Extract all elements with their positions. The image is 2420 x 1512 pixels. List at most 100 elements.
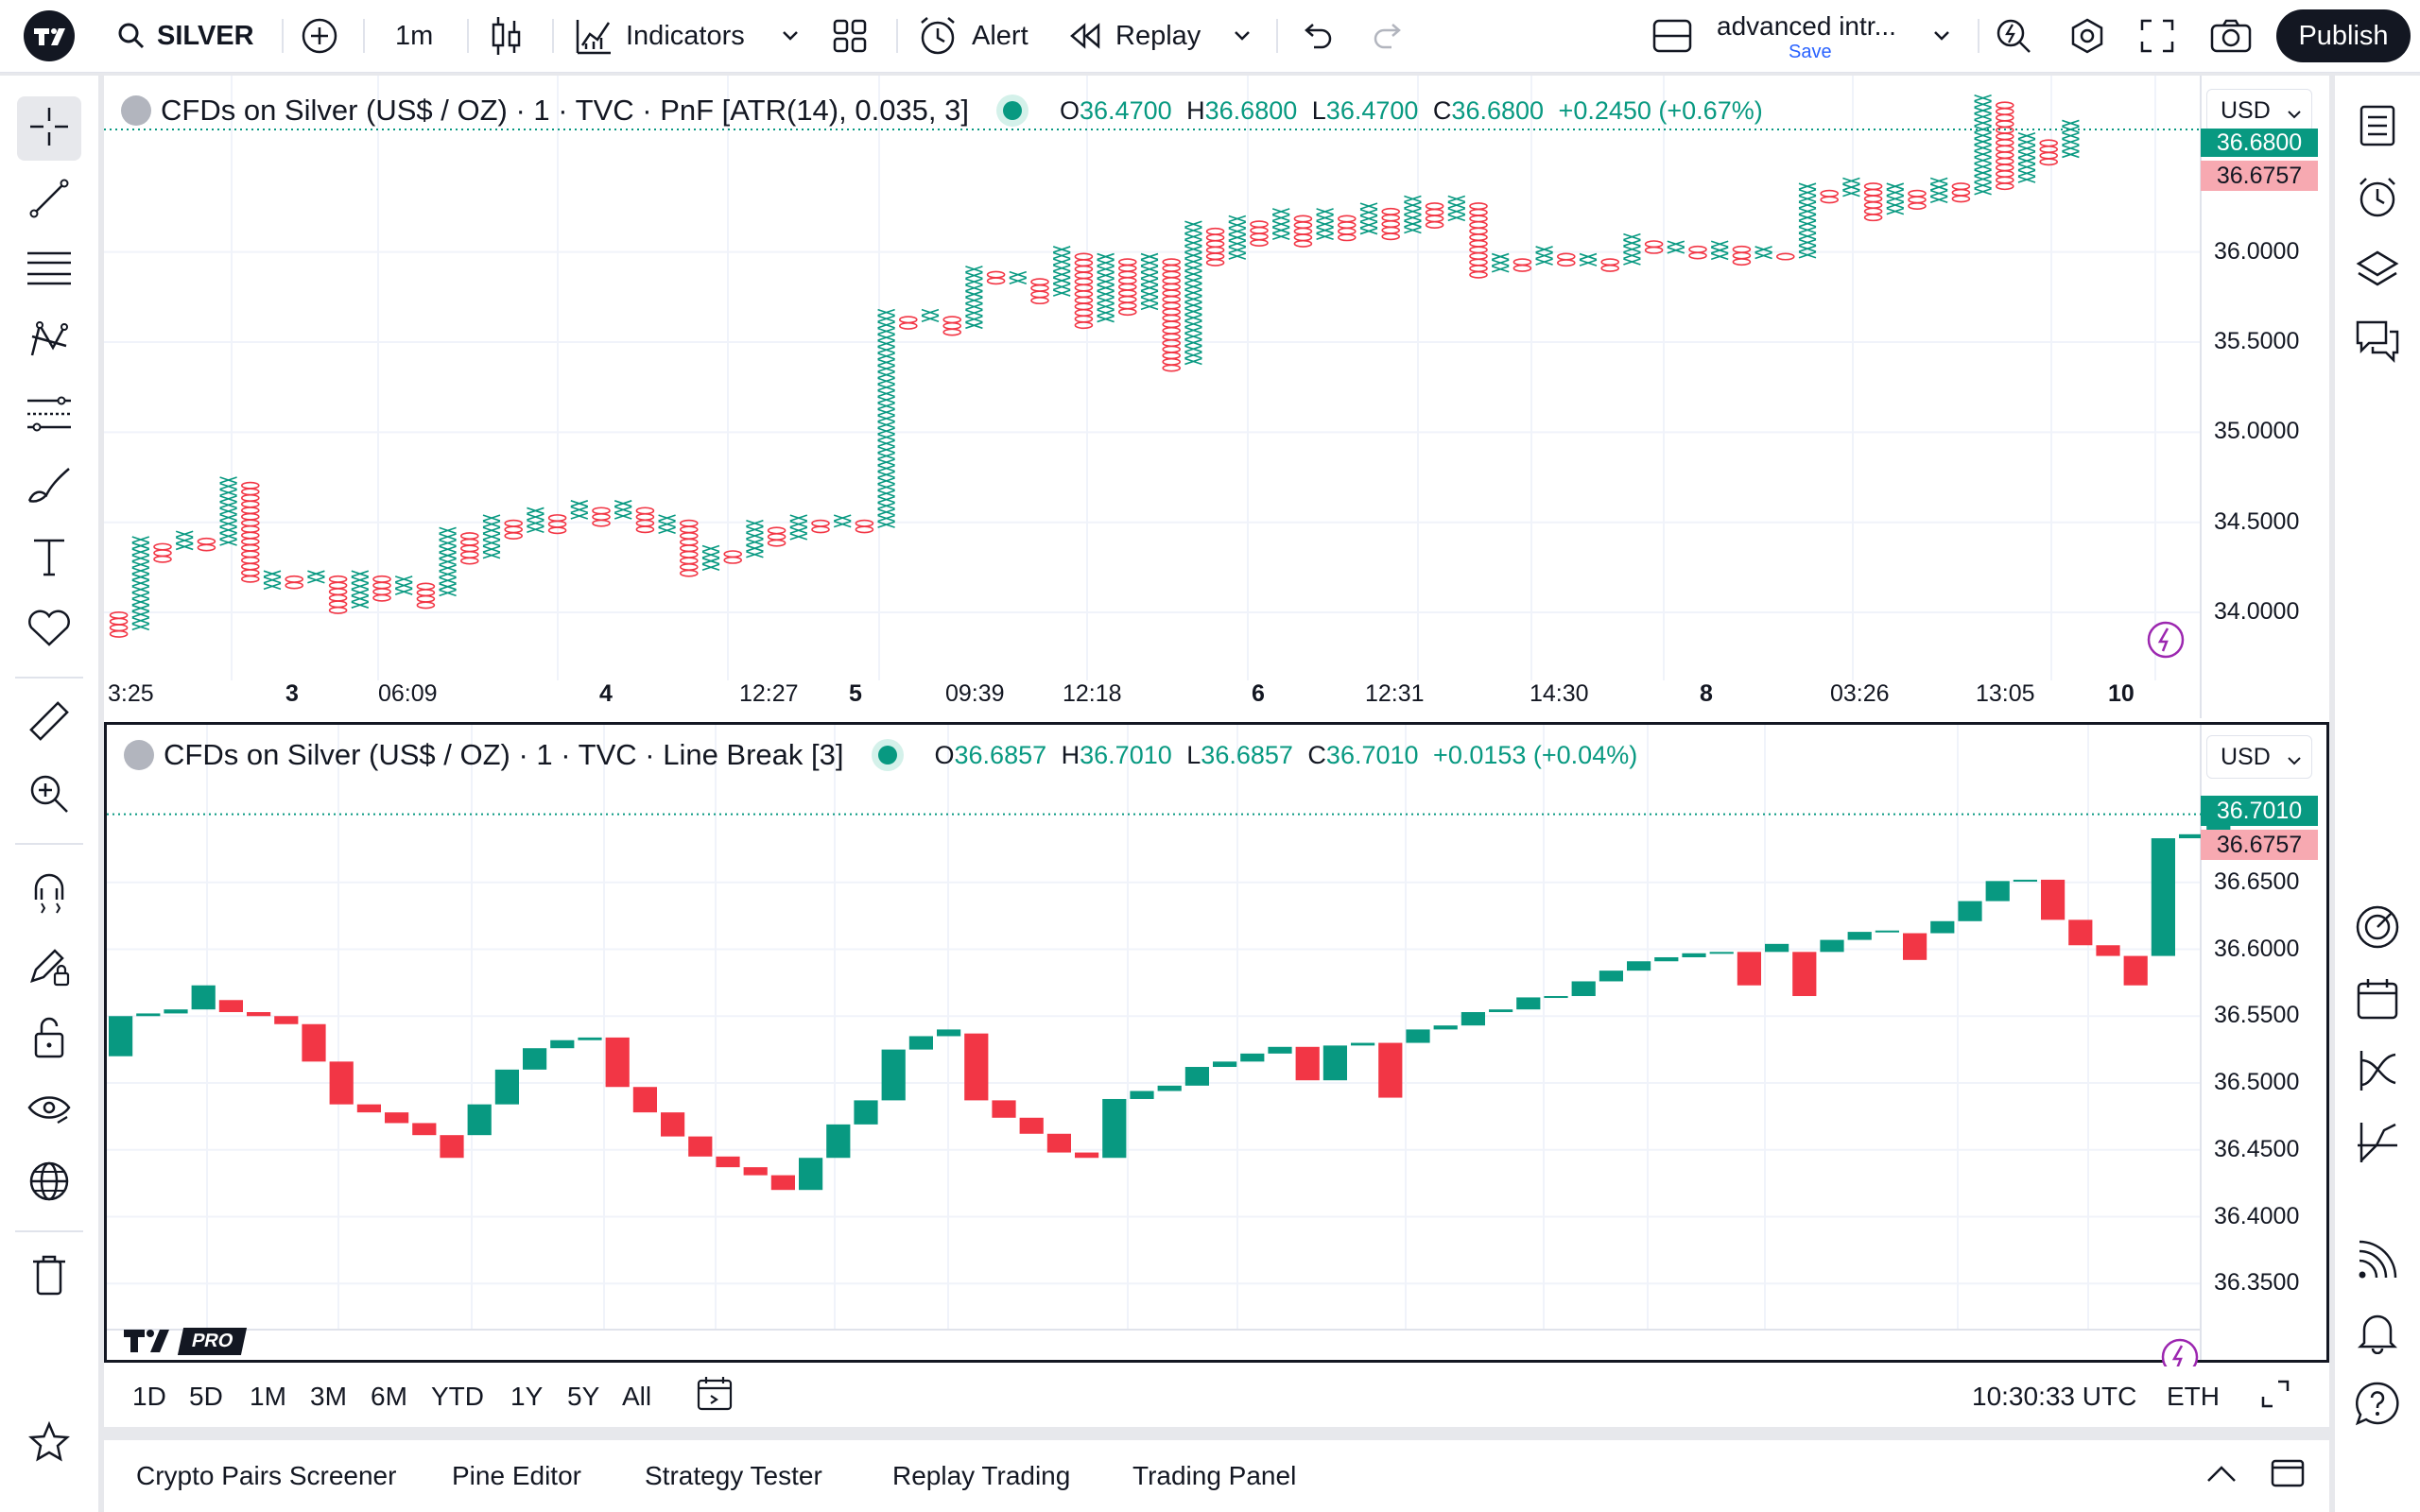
range-button-1y[interactable]: 1Y <box>510 1382 544 1411</box>
quick-search-button[interactable] <box>1995 0 2032 72</box>
pnf-x-mark <box>789 520 808 528</box>
redo-button[interactable] <box>1373 0 1405 72</box>
goto-date-button[interactable] <box>696 1366 734 1427</box>
line-break-pane[interactable]: CFDs on Silver (US$ / OZ) · 1 · TVC · Li… <box>104 722 2329 1426</box>
panel-tab-pine-editor[interactable]: Pine Editor <box>452 1461 581 1490</box>
fullscreen-button[interactable] <box>2140 0 2174 72</box>
range-button-1m[interactable]: 1M <box>250 1382 286 1411</box>
panel-tab-crypto-pairs-screener[interactable]: Crypto Pairs Screener <box>136 1461 397 1490</box>
lock-drawings-tool[interactable] <box>17 1007 81 1072</box>
pnf-x-mark <box>877 490 895 497</box>
session-button[interactable]: ETH <box>2167 1382 2220 1411</box>
screenshot-button[interactable] <box>2210 0 2252 72</box>
stay-in-drawing-tool[interactable] <box>17 936 81 1000</box>
pnf-x-mark <box>1316 220 1334 228</box>
pnf-o-mark <box>1118 270 1137 279</box>
market-status-icon[interactable] <box>877 746 897 765</box>
layout-grid-button[interactable] <box>832 0 868 72</box>
currency-select[interactable]: USD <box>2206 735 2312 779</box>
panel-tab-trading-panel[interactable]: Trading Panel <box>1132 1461 1297 1490</box>
signals-button[interactable] <box>2346 1230 2409 1293</box>
replay-dropdown[interactable] <box>1233 0 1252 72</box>
currency-select[interactable]: USD <box>2206 89 2312 132</box>
ideas-button[interactable] <box>2346 1041 2409 1104</box>
pine-screener-button[interactable] <box>2346 1113 2409 1176</box>
interval-button[interactable]: 1m <box>395 20 434 51</box>
line-break-series-title[interactable]: CFDs on Silver (US$ / OZ) · 1 · TVC · Li… <box>164 738 844 771</box>
bottom-panel-tabs: Crypto Pairs Screener Pine Editor Strategy… <box>104 1440 2329 1512</box>
pnf-x-mark <box>1974 144 1992 152</box>
layout-dropdown[interactable] <box>1932 0 1951 72</box>
collapse-panel-button[interactable] <box>2204 1440 2238 1512</box>
indicators-button[interactable]: Indicators <box>575 0 745 72</box>
line-break-chart-canvas[interactable] <box>107 725 2326 1360</box>
layout-name-button[interactable]: advanced intr... Save <box>1717 11 1906 64</box>
replay-button[interactable]: Replay <box>1068 0 1201 72</box>
maximize-chart-button[interactable] <box>2259 1366 2291 1427</box>
publish-button[interactable]: Publish <box>2276 9 2411 62</box>
text-tool[interactable] <box>17 527 81 592</box>
range-button-6m[interactable]: 6M <box>371 1382 407 1411</box>
range-button-5y[interactable]: 5Y <box>567 1382 600 1411</box>
clock-timezone-button[interactable]: 10:30:33 UTC <box>1972 1382 2137 1411</box>
price-tick-label: 36.5500 <box>2214 1002 2300 1029</box>
pnf-x-mark <box>1710 247 1729 254</box>
help-button[interactable] <box>2346 1374 2409 1436</box>
favorites-tool[interactable] <box>17 597 81 662</box>
alert-button[interactable]: Alert <box>917 0 1028 72</box>
settings-button[interactable] <box>2068 0 2106 72</box>
zoom-in-tool[interactable] <box>17 764 81 828</box>
pnf-series-title[interactable]: CFDs on Silver (US$ / OZ) · 1 · TVC · Pn… <box>161 94 969 127</box>
maximize-panel-button[interactable] <box>2271 1440 2305 1512</box>
panel-tab-strategy-tester[interactable]: Strategy Tester <box>645 1461 822 1490</box>
brush-tool[interactable] <box>17 455 81 520</box>
line-break-brick <box>1544 996 1568 999</box>
pattern-tool[interactable] <box>17 310 81 374</box>
panel-tab-replay-trading[interactable]: Replay Trading <box>892 1461 1071 1490</box>
pnf-column <box>1951 182 1971 203</box>
pnf-pane[interactable]: CFDs on Silver (US$ / OZ) · 1 · TVC · Pn… <box>104 76 2329 718</box>
horizontal-lines-tool[interactable] <box>17 238 81 302</box>
pnf-o-mark <box>1469 233 1488 242</box>
calendar-button[interactable] <box>2346 970 2409 1032</box>
tradingview-logo[interactable] <box>23 0 76 72</box>
layout-switch-button[interactable] <box>1652 0 1692 72</box>
divider <box>363 19 365 53</box>
measure-tool[interactable] <box>17 692 81 756</box>
object-tree-tool[interactable] <box>17 1151 81 1215</box>
remove-drawings-tool[interactable] <box>17 1246 81 1310</box>
chats-button[interactable] <box>2346 312 2409 374</box>
magnet-tool[interactable] <box>17 864 81 928</box>
range-button-ytd[interactable]: YTD <box>431 1382 484 1411</box>
pnf-x-mark <box>439 589 457 597</box>
magnet-icon <box>28 871 70 921</box>
range-button-all[interactable]: All <box>622 1382 652 1411</box>
hide-drawings-tool[interactable] <box>17 1079 81 1143</box>
undo-button[interactable] <box>1301 0 1333 72</box>
notifications-button[interactable] <box>2346 1302 2409 1365</box>
compare-symbol-button[interactable] <box>301 0 338 72</box>
symbol-search[interactable]: SILVER <box>117 0 254 72</box>
object-tree-button[interactable] <box>2346 240 2409 302</box>
hotlists-button[interactable] <box>2346 898 2409 960</box>
range-button-5d[interactable]: 5D <box>189 1382 223 1411</box>
pnf-x-mark <box>219 526 237 534</box>
pnf-x-mark <box>877 421 895 429</box>
indicators-dropdown[interactable] <box>781 0 800 72</box>
range-button-3m[interactable]: 3M <box>310 1382 347 1411</box>
range-button-1d[interactable]: 1D <box>132 1382 166 1411</box>
pnf-chart-canvas[interactable] <box>104 76 2329 718</box>
trend-line-tool[interactable] <box>17 168 81 232</box>
fib-tool[interactable] <box>17 384 81 448</box>
pnf-o-mark <box>459 532 479 541</box>
pnf-column <box>1140 252 1159 311</box>
crosshair-tool[interactable] <box>17 96 81 161</box>
chart-type-button[interactable] <box>488 0 524 72</box>
pnf-column <box>2062 119 2080 159</box>
market-status-icon[interactable] <box>1003 101 1022 120</box>
lines-icon <box>26 248 73 294</box>
realtime-indicator-icon[interactable] <box>2146 620 2186 664</box>
watchlist-star-tool[interactable] <box>17 1412 81 1476</box>
watchlist-button[interactable] <box>2346 96 2409 159</box>
alerts-button[interactable] <box>2346 168 2409 231</box>
